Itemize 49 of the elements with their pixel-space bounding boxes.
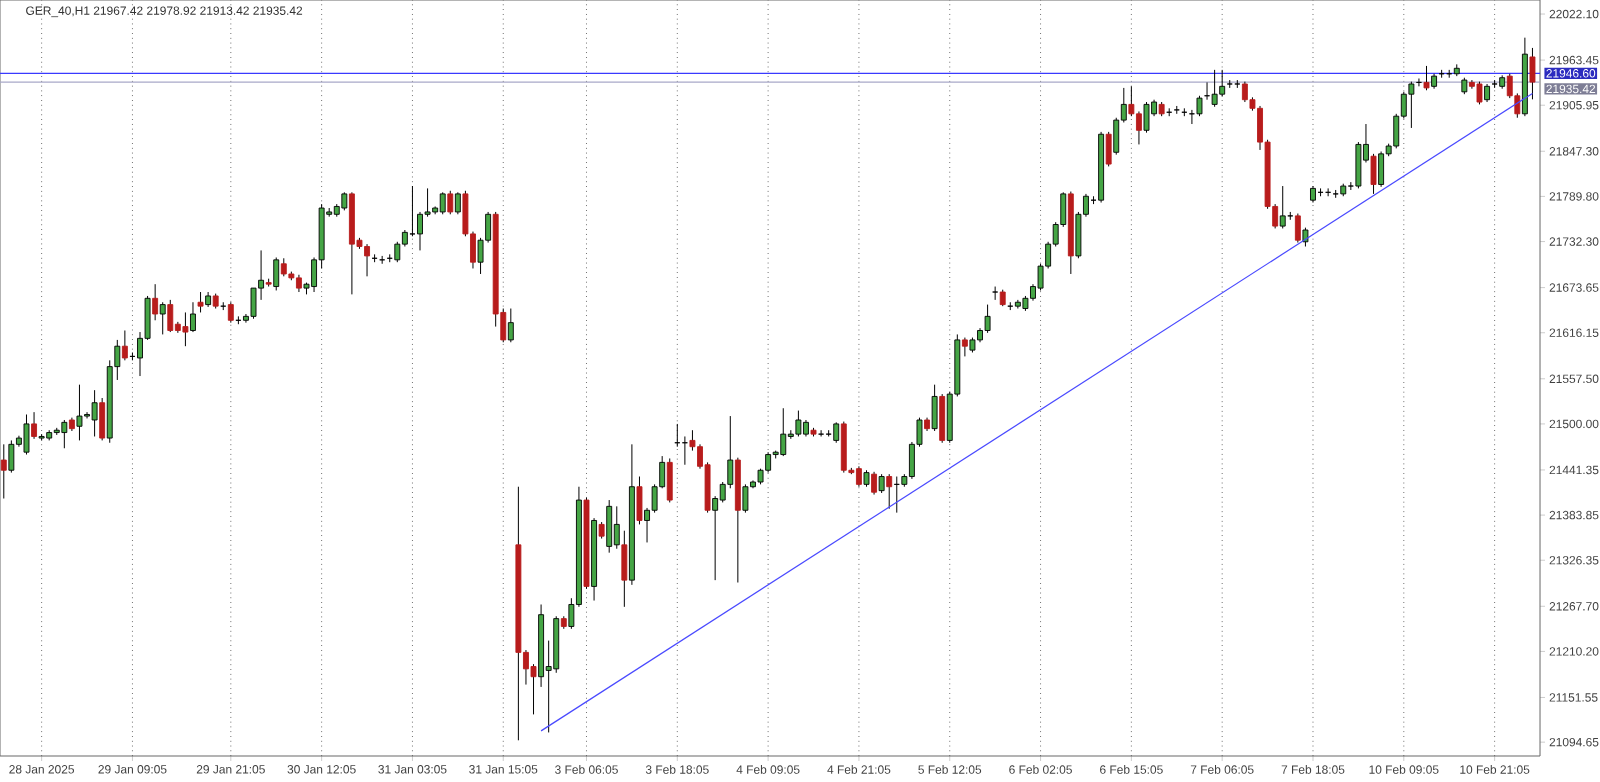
candlestick — [1241, 81, 1248, 103]
candlestick — [227, 301, 234, 324]
candlestick — [878, 473, 885, 494]
candlestick — [992, 286, 999, 301]
candlestick — [1302, 227, 1309, 247]
candlestick — [1219, 69, 1226, 98]
candlestick — [1211, 69, 1218, 108]
candlestick — [167, 299, 174, 333]
candlestick — [886, 473, 893, 510]
candlestick — [1423, 65, 1430, 91]
candlestick — [780, 407, 787, 457]
candlestick — [23, 413, 30, 456]
candlestick — [454, 191, 461, 215]
candlestick — [742, 483, 749, 514]
candlestick — [341, 191, 348, 211]
candlestick — [121, 329, 128, 361]
candlestick — [507, 308, 514, 343]
candlestick — [1294, 213, 1301, 244]
candlestick — [1135, 110, 1142, 145]
candlestick — [1279, 185, 1286, 229]
candlestick — [159, 301, 166, 335]
candlestick — [417, 211, 423, 251]
candlestick — [409, 185, 416, 237]
candlestick — [364, 243, 370, 277]
candlestick — [1378, 151, 1385, 188]
candlestick — [8, 439, 15, 474]
candlestick — [795, 410, 802, 437]
candlestick — [931, 384, 938, 432]
candlestick — [1408, 81, 1415, 129]
candlestick — [190, 301, 196, 333]
candlestick — [818, 429, 825, 437]
candlestick — [606, 499, 613, 554]
candlestick — [833, 421, 840, 444]
candlestick — [1476, 81, 1483, 105]
candlestick — [439, 191, 446, 215]
candlestick — [76, 384, 83, 441]
candlestick — [855, 465, 862, 488]
candlestick — [61, 419, 68, 449]
candlestick — [984, 304, 991, 334]
candlestick — [273, 256, 280, 291]
candlestick — [613, 505, 620, 550]
candlestick — [840, 421, 847, 474]
candlestick — [939, 393, 946, 444]
candlestick — [871, 471, 878, 496]
candlestick — [666, 457, 673, 503]
candlestick — [447, 190, 454, 215]
candlestick — [1484, 83, 1490, 103]
candlestick — [0, 443, 7, 499]
candlestick — [91, 389, 98, 437]
